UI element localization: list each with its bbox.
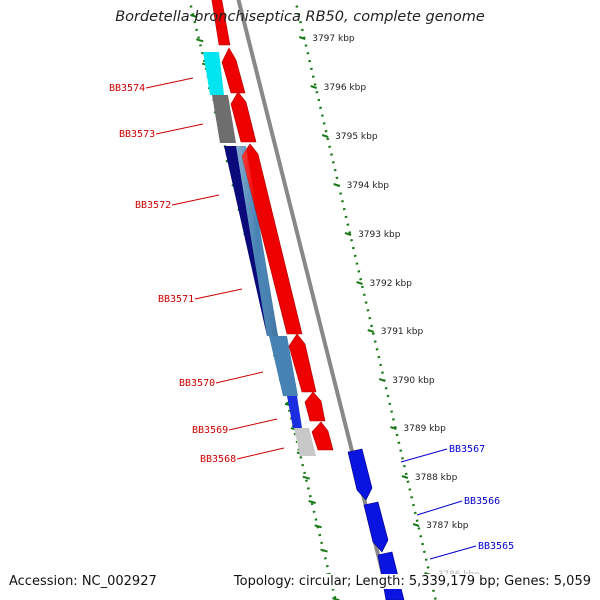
gene-bar-bb3570 — [269, 336, 298, 396]
gene-leader-line — [429, 545, 477, 560]
gene-label-group: BB3574 BB3573 BB3572 BB3571 BB3570 BB3569 BB35… — [109, 77, 514, 560]
gene-bar-top-partial — [211, 0, 231, 46]
scale-tick-label: 3797 kbp — [312, 34, 355, 44]
inner-tick — [195, 38, 204, 43]
scale-tick-label: 3787 kbp — [426, 521, 469, 531]
gene-leader-line — [155, 123, 204, 135]
gene-label-bb3574[interactable]: BB3574 — [109, 83, 145, 94]
gene-leader-line — [171, 194, 220, 206]
scale-tick-label: 3793 kbp — [358, 230, 401, 240]
gene-leader-line — [215, 371, 264, 384]
gene-bar-bb3569 — [287, 396, 302, 428]
scale-tick — [401, 475, 409, 479]
gene-leader-line — [228, 418, 278, 431]
scale-tick — [367, 329, 375, 333]
gene-label-bb3573[interactable]: BB3573 — [119, 129, 155, 140]
gene-leader-line — [145, 77, 194, 89]
gene-bar-bb3573 — [212, 95, 236, 143]
inner-tick — [320, 548, 328, 553]
gene-label-bb3572[interactable]: BB3572 — [135, 200, 171, 211]
inner-tick — [308, 500, 316, 504]
gene-label-bb3569[interactable]: BB3569 — [192, 425, 228, 436]
scale-tick-label: 3789 kbp — [403, 424, 446, 434]
gene-label-bb3568[interactable]: BB3568 — [200, 454, 236, 465]
scale-tick — [378, 378, 386, 382]
scale-tick — [412, 523, 420, 527]
gene-label-bb3565[interactable]: BB3565 — [478, 541, 514, 552]
scale-tick-label: 3792 kbp — [370, 279, 413, 289]
gene-label-bb3571[interactable]: BB3571 — [158, 294, 194, 305]
scale-tick — [356, 281, 363, 285]
scale-tick — [390, 426, 397, 430]
scale-tick — [298, 36, 306, 40]
inner-tick — [190, 14, 198, 18]
genome-summary-text: Topology: circular; Length: 5,339,179 bp… — [233, 574, 591, 589]
cds-arrow-bb3566 — [363, 501, 389, 553]
cds-arrow-3 — [241, 143, 303, 335]
scale-tick-label: 3791 kbp — [381, 327, 424, 337]
scale-tick-label: 3794 kbp — [347, 181, 390, 191]
scale-tick-label: 3796 kbp — [324, 83, 367, 93]
cds-arrow-6 — [311, 421, 334, 451]
scale-tick-label: 3788 kbp — [415, 473, 458, 483]
gene-label-bb3566[interactable]: BB3566 — [464, 496, 500, 507]
gene-label-bb3567[interactable]: BB3567 — [449, 444, 485, 455]
gene-bar-bb3574 — [203, 52, 224, 95]
gene-leader-line — [416, 500, 463, 516]
bar-sheen-bb3571 — [236, 146, 278, 336]
cds-arrow-5 — [304, 391, 326, 422]
cds-arrow-2 — [230, 91, 257, 143]
scale-tick — [333, 183, 340, 187]
cds-arrow-bb3567 — [347, 448, 373, 501]
scale-tick — [310, 85, 318, 89]
inner-tick — [302, 475, 311, 480]
gene-leader-line — [236, 447, 285, 460]
gene-bar-bb3568 — [294, 428, 316, 456]
cds-arrow-1 — [221, 47, 246, 94]
scale-tick-group: 3797 kbp 3796 kbp 3795 kbp 3794 kbp 3793 kbp… — [298, 34, 480, 580]
map-title: Bordetella bronchiseptica RB50, complete… — [115, 9, 485, 25]
scale-tick-label: 3790 kbp — [392, 376, 435, 386]
gene-leader-line — [400, 448, 448, 463]
scale-tick — [321, 134, 329, 138]
scale-tick-label: 3795 kbp — [335, 132, 378, 142]
gene-leader-line — [194, 288, 243, 300]
inner-tick — [314, 524, 322, 529]
scale-tick — [344, 232, 352, 236]
accession-text: Accession: NC_002927 — [9, 574, 157, 589]
gene-label-bb3570[interactable]: BB3570 — [179, 378, 215, 389]
cds-arrow-4 — [288, 333, 317, 393]
